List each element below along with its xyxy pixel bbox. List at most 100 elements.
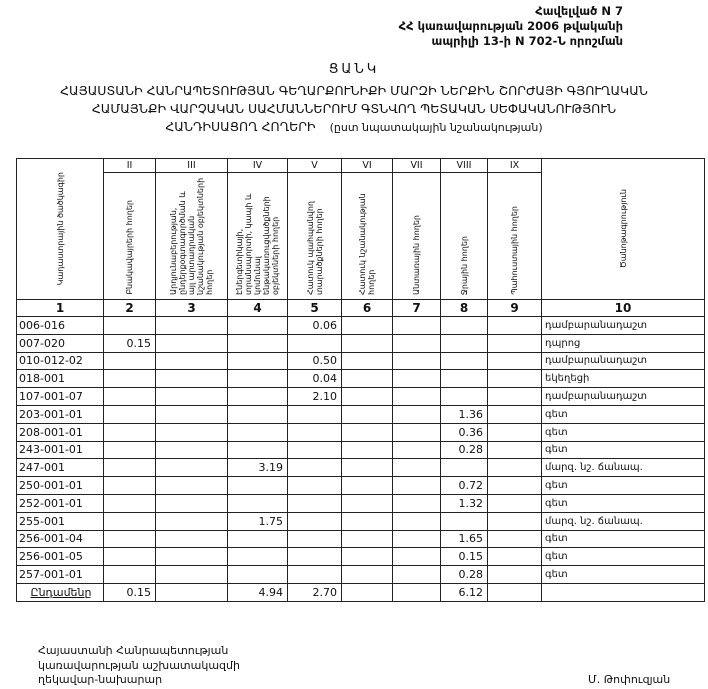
- cadastral-code: 250-001-01: [16, 476, 104, 495]
- area-cell: [103, 316, 156, 335]
- column-number: 6: [341, 299, 393, 317]
- area-cell: [287, 404, 342, 424]
- area-cell: [487, 369, 542, 389]
- area-cell: [155, 422, 228, 442]
- area-cell: 0.15: [103, 333, 156, 353]
- area-cell: [227, 440, 288, 460]
- area-cell: 3.19: [227, 458, 288, 478]
- area-cell: [287, 333, 342, 353]
- area-cell: [341, 476, 393, 495]
- title-line: ՀԱՅԱՍՏԱՆԻ ՀԱՆՐԱՊԵՏՈՒԹՅԱՆ ԳԵՂԱՐՔՈՒՆԻՔԻ ՄԱ…: [60, 83, 648, 98]
- area-cell: [103, 387, 156, 406]
- remark-cell: գետ: [541, 493, 705, 513]
- table-row: 257-001-01 0.28 գետ: [16, 565, 705, 584]
- area-cell: [487, 316, 542, 335]
- roman-numeral: VIII: [440, 158, 488, 173]
- column-header-row: Բնակավայրերի հողեր Արդյունաբերության, ընդ…: [17, 172, 705, 300]
- area-cell: [155, 511, 228, 531]
- column-header-text: Պահուստային հողեր: [510, 206, 519, 295]
- roman-numeral: VII: [392, 158, 441, 173]
- area-cell: [341, 458, 393, 478]
- column-header: Էներգետիկայի, տրանսպորտի, կապի և կոմունա…: [227, 172, 288, 300]
- remark-cell: մարզ. նշ. ճանապ.: [541, 511, 705, 531]
- table-row: 208-001-01 0.36 գետ: [16, 422, 705, 442]
- area-cell: [341, 529, 393, 549]
- document-title: ՀԱՅԱՍՏԱՆԻ ՀԱՆՐԱՊԵՏՈՒԹՅԱՆ ԳԵՂԱՐՔՈՒՆԻՔԻ ՄԱ…: [0, 82, 708, 137]
- title-subtitle: (ըստ նպատակային նշանակության): [329, 121, 543, 134]
- area-cell: 1.36: [440, 404, 488, 424]
- area-cell: [155, 404, 228, 424]
- total-cell: [392, 582, 441, 602]
- area-cell: [392, 440, 441, 460]
- area-cell: [487, 422, 542, 442]
- cadastral-code: 257-001-01: [16, 565, 104, 584]
- column-header: Հատուկ պահպանվող տարածքների հողեր: [287, 172, 342, 300]
- roman-numeral: VI: [341, 158, 393, 173]
- title-line-text: ՀԱՆԴԻՍԱՑՈՂ ՀՈՂԵՐԻ: [165, 119, 316, 134]
- area-cell: 0.36: [440, 422, 488, 442]
- area-cell: [227, 493, 288, 513]
- area-cell: 0.06: [287, 316, 342, 335]
- area-cell: [392, 511, 441, 531]
- area-cell: [487, 547, 542, 567]
- cadastral-code: 243-001-01: [16, 440, 104, 460]
- area-cell: [392, 493, 441, 513]
- cadastral-code: 208-001-01: [16, 422, 104, 442]
- column-header-text: Բնակավայրերի հողեր: [125, 200, 134, 295]
- area-cell: [227, 351, 288, 371]
- roman-numeral: II: [103, 158, 156, 173]
- footer-position: Հայաստանի Հանրապետության կառավարության ա…: [38, 644, 240, 688]
- remark-cell: դամբարանադաշտ: [541, 316, 705, 335]
- area-cell: [155, 493, 228, 513]
- area-cell: [440, 458, 488, 478]
- area-cell: [440, 316, 488, 335]
- column-header-text: Անտառային հողեր: [412, 215, 421, 295]
- cadastral-code: 255-001: [16, 511, 104, 531]
- column-number: 5: [287, 299, 342, 317]
- cadastral-code: 203-001-01: [16, 404, 104, 424]
- title-line: ՀԱՄԱՅՆՔԻ ՎԱՐՉԱԿԱՆ ՍԱՀՄԱՆՆԵՐՈՒՄ ԳՏՆՎՈՂ ՊԵ…: [91, 101, 617, 116]
- area-cell: [103, 369, 156, 389]
- area-cell: [287, 476, 342, 495]
- area-cell: [487, 511, 542, 531]
- roman-numeral: III: [155, 158, 228, 173]
- column-number: 8: [440, 299, 488, 317]
- area-cell: [341, 565, 393, 584]
- column-number-row: 1 2 3 4 5 6 7 8 9 10: [16, 299, 705, 317]
- area-cell: [487, 333, 542, 353]
- cadastral-code: 007-020: [16, 333, 104, 353]
- total-cell: 4.94: [227, 582, 288, 602]
- area-cell: [487, 458, 542, 478]
- column-number: 2: [103, 299, 156, 317]
- column-header-text: Արդյունաբերության, ընդերքօգտագործման և ա…: [169, 177, 214, 295]
- area-cell: [440, 351, 488, 371]
- area-cell: [103, 565, 156, 584]
- table-row: 006-016 0.06 դամբարանադաշտ: [16, 316, 705, 335]
- column-header: Անտառային հողեր: [392, 172, 441, 300]
- table-row: 256-001-05 0.15 գետ: [16, 547, 705, 567]
- area-cell: [287, 511, 342, 531]
- area-cell: [341, 351, 393, 371]
- area-cell: [103, 529, 156, 549]
- area-cell: 0.50: [287, 351, 342, 371]
- area-cell: [341, 369, 393, 389]
- cadastral-code: 252-001-01: [16, 493, 104, 513]
- table-row: 250-001-01 0.72 գետ: [16, 476, 705, 495]
- area-cell: [487, 440, 542, 460]
- total-cell: [541, 582, 705, 602]
- cadastral-code: 107-001-07: [16, 387, 104, 406]
- column-header: Ջրային հողեր: [440, 172, 488, 300]
- area-cell: [227, 333, 288, 353]
- column-header: Ծանոթագրություն: [541, 158, 705, 300]
- area-cell: [287, 458, 342, 478]
- column-header: Բնակավայրերի հողեր: [103, 172, 156, 300]
- area-cell: [103, 422, 156, 442]
- total-cell: 2.70: [287, 582, 342, 602]
- table-row: 255-001 1.75 մարզ. նշ. ճանապ.: [16, 511, 705, 531]
- area-cell: [341, 387, 393, 406]
- area-cell: 1.75: [227, 511, 288, 531]
- remark-cell: գետ: [541, 565, 705, 584]
- area-cell: [155, 476, 228, 495]
- column-number: 10: [541, 299, 705, 317]
- area-cell: [103, 404, 156, 424]
